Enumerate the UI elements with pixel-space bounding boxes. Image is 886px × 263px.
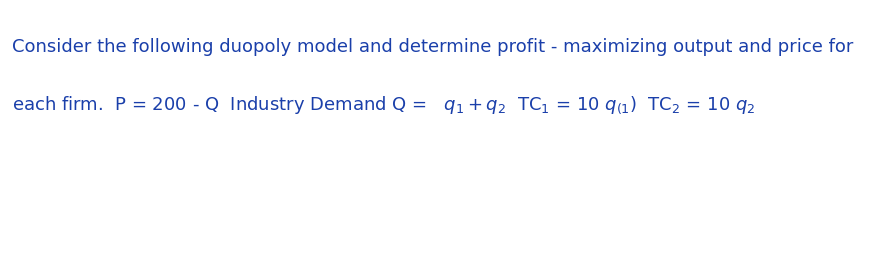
Text: Consider the following duopoly model and determine profit - maximizing output an: Consider the following duopoly model and… bbox=[12, 38, 853, 56]
Text: each firm.  P = 200 - Q  Industry Demand Q =   $q_1 + q_2$  TC$_1$ = 10 $q_{(1}$: each firm. P = 200 - Q Industry Demand Q… bbox=[12, 94, 755, 116]
